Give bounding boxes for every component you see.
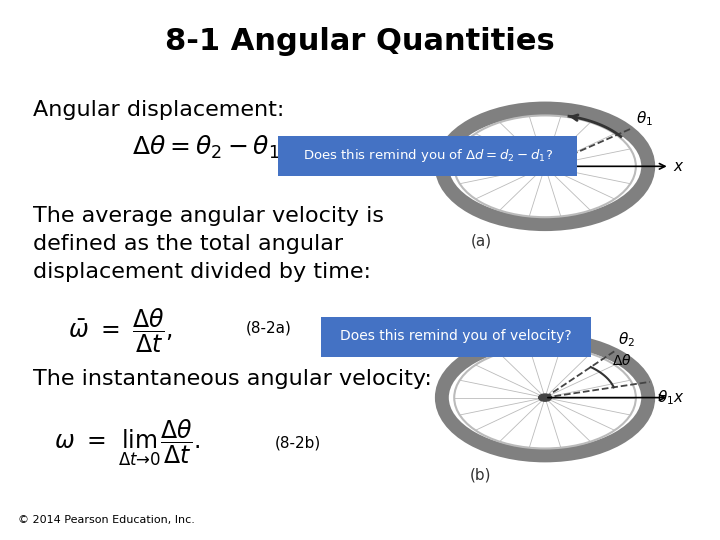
FancyBboxPatch shape <box>278 136 577 176</box>
Text: (b): (b) <box>470 467 492 482</box>
Text: (8-2a): (8-2a) <box>246 321 292 336</box>
Text: $\bar{\omega}\ =\ \dfrac{\Delta\theta}{\Delta t},$: $\bar{\omega}\ =\ \dfrac{\Delta\theta}{\… <box>68 307 173 355</box>
Text: $\theta_2$: $\theta_2$ <box>618 330 635 349</box>
Text: $\Delta\theta$: $\Delta\theta$ <box>612 353 631 368</box>
Text: $x$: $x$ <box>673 159 685 174</box>
Text: $\theta_1$: $\theta_1$ <box>657 388 674 407</box>
Text: $\omega\ =\ \lim_{\Delta t \to 0}\dfrac{\Delta\theta}{\Delta t}.$: $\omega\ =\ \lim_{\Delta t \to 0}\dfrac{… <box>54 417 201 468</box>
Text: Angular displacement:: Angular displacement: <box>32 100 284 120</box>
Text: (a): (a) <box>470 233 492 248</box>
Ellipse shape <box>539 163 552 170</box>
Text: The instantaneous angular velocity:: The instantaneous angular velocity: <box>32 369 431 389</box>
Text: $x$: $x$ <box>673 390 685 405</box>
Text: © 2014 Pearson Education, Inc.: © 2014 Pearson Education, Inc. <box>19 515 195 525</box>
Text: $\theta_1$: $\theta_1$ <box>636 109 653 128</box>
Text: 8-1 Angular Quantities: 8-1 Angular Quantities <box>165 27 555 56</box>
Ellipse shape <box>539 394 552 401</box>
FancyBboxPatch shape <box>321 317 591 356</box>
Text: $\Delta\theta = \theta_2 - \theta_1$: $\Delta\theta = \theta_2 - \theta_1$ <box>132 134 280 161</box>
Text: (8-2b): (8-2b) <box>274 435 321 450</box>
Text: The average angular velocity is
defined as the total angular
displacement divide: The average angular velocity is defined … <box>32 206 384 282</box>
Text: Does this remind you of $\Delta d = d_2 - d_1$?: Does this remind you of $\Delta d = d_2 … <box>302 147 553 164</box>
Text: Does this remind you of velocity?: Does this remind you of velocity? <box>341 329 572 343</box>
